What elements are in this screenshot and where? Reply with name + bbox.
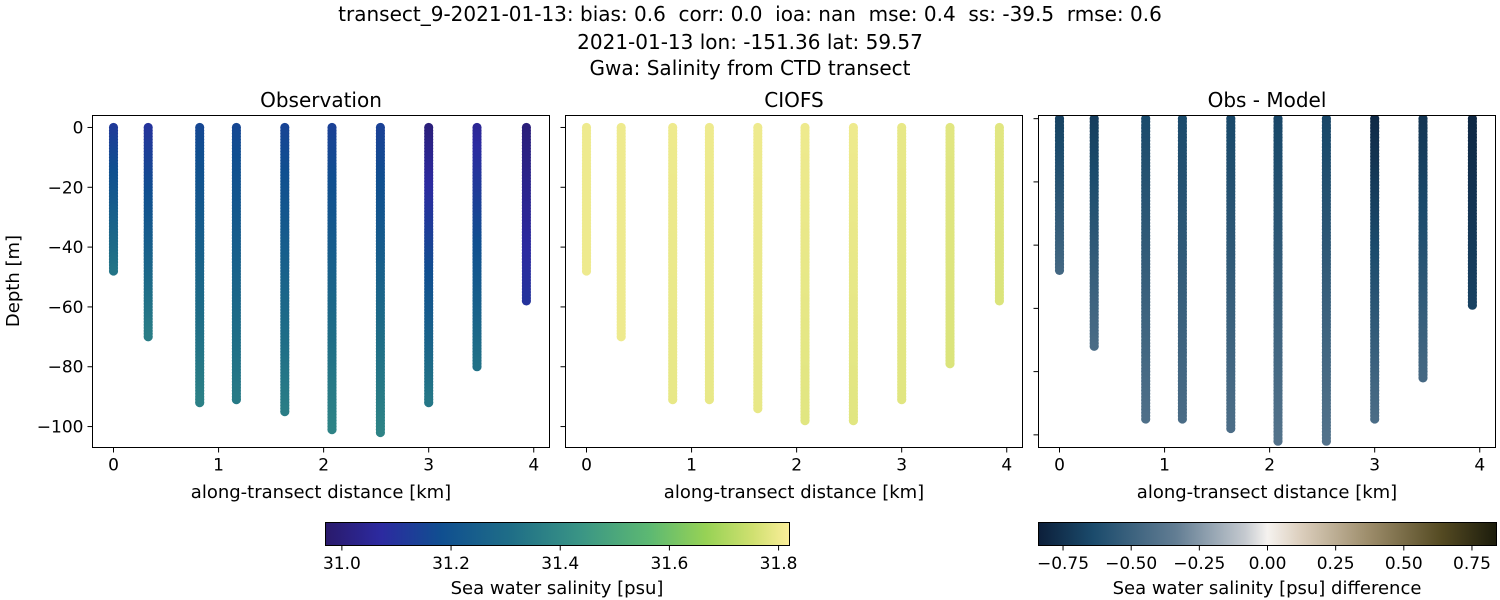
x-tick-label: 3: [423, 456, 434, 476]
axes-frame-observation: [92, 115, 550, 448]
data-point: [1089, 341, 1099, 351]
data-point: [327, 425, 337, 435]
x-tick-label: 1: [686, 456, 697, 476]
panel-title-observation: Observation: [260, 88, 382, 112]
data-point: [848, 416, 859, 426]
colorbar-tick-label: 31.8: [760, 554, 798, 574]
data-point: [581, 266, 592, 276]
x-tick-label: 4: [1001, 456, 1012, 476]
y-tick-label: 0: [73, 118, 84, 138]
colorbar-tick-label: 31.4: [541, 554, 579, 574]
data-point: [800, 416, 810, 426]
colorbar-difference: −0.75 −0.50 −0.25 0.00 0.25 0.50 0.75 Sea wate…: [1037, 522, 1497, 599]
colorbar-tick-label: 0.00: [1249, 554, 1287, 574]
data-point: [280, 407, 290, 417]
data-point: [1321, 436, 1331, 446]
y-axis-label: Depth [m]: [3, 235, 24, 327]
observation-scatter: [108, 122, 532, 438]
x-axis-label-observation: along-transect distance [km]: [191, 482, 451, 503]
y-tick-label: −60: [48, 298, 84, 318]
colorbar-salinity-gradient: [325, 522, 790, 546]
colorbar-tick-label: 0.75: [1453, 554, 1491, 574]
data-point: [1141, 414, 1151, 424]
data-point: [753, 404, 763, 414]
data-point: [1054, 265, 1065, 275]
panel-ciofs: CIOFS 0 1 2 3 4 along-transect distance [km]: [560, 88, 1023, 503]
colorbar-tick-label: 31.2: [432, 554, 470, 574]
data-point: [945, 359, 955, 369]
data-point: [704, 395, 715, 405]
colorbar-tick-label: −0.25: [1173, 554, 1225, 574]
ciofs-scatter: [581, 122, 1005, 426]
colorbar-tick-label: 0.50: [1385, 554, 1423, 574]
data-point: [424, 398, 434, 408]
x-tick-label: 4: [1474, 456, 1485, 476]
colorbar-tick-label: 0.25: [1317, 554, 1355, 574]
colorbar-tick-label: 31.6: [650, 554, 688, 574]
figure-title-line-3: Gwa: Salinity from CTD transect: [589, 56, 911, 80]
x-axis-label-obs-minus-model: along-transect distance [km]: [1137, 482, 1397, 503]
colorbar-tick-label: −0.75: [1037, 554, 1089, 574]
panel-obs-minus-model: Obs - Model 0 1 2 3 4 along-transect distanc…: [1033, 88, 1496, 503]
panel-observation: Observation 0 1 2 3 4 0 −20 −40 −60 −80 −100 alon…: [3, 88, 550, 503]
y-ticks-ciofs: [560, 126, 566, 428]
colorbar-tick-label: −0.50: [1105, 554, 1157, 574]
x-ticks-observation: 0 1 2 3 4: [108, 447, 539, 476]
y-tick-label: −40: [48, 238, 84, 258]
colorbar-tick-label: 31.0: [323, 554, 361, 574]
colorbar-salinity: 31.0 31.2 31.4 31.6 31.8 Sea water salinity …: [323, 522, 798, 599]
colorbar-difference-gradient: [1038, 522, 1497, 546]
x-ticks-obs-minus-model: 0 1 2 3 4: [1054, 447, 1485, 476]
data-point: [521, 296, 532, 306]
colorbar-salinity-label: Sea water salinity [psu]: [451, 578, 664, 599]
data-point: [897, 395, 907, 405]
y-tick-label: −20: [48, 178, 84, 198]
data-point: [1467, 300, 1477, 310]
data-point: [668, 395, 678, 405]
panel-title-obs-minus-model: Obs - Model: [1208, 88, 1327, 112]
data-point: [994, 296, 1005, 306]
colorbar-difference-ticks: −0.75 −0.50 −0.25 0.00 0.25 0.50 0.75: [1037, 545, 1491, 574]
x-tick-label: 1: [1159, 456, 1170, 476]
x-tick-label: 2: [318, 456, 329, 476]
x-tick-label: 0: [108, 456, 119, 476]
figure-title-line-1: transect_9-2021-01-13: bias: 0.6 corr: 0…: [338, 2, 1162, 26]
x-tick-label: 3: [896, 456, 907, 476]
data-point: [195, 398, 205, 408]
figure-title-line-2: 2021-01-13 lon: -151.36 lat: 59.57: [577, 30, 923, 54]
data-point: [375, 427, 385, 438]
panel-title-ciofs: CIOFS: [764, 88, 823, 112]
x-tick-label: 2: [1264, 456, 1275, 476]
data-point: [108, 266, 119, 276]
axes-frame-ciofs: [565, 115, 1023, 448]
data-point: [616, 332, 626, 342]
y-tick-label: −80: [48, 358, 84, 378]
x-tick-label: 0: [581, 456, 592, 476]
data-point: [1177, 414, 1187, 424]
colorbar-salinity-ticks: 31.0 31.2 31.4 31.6 31.8: [323, 545, 798, 574]
data-point: [143, 332, 153, 342]
data-point: [1370, 414, 1380, 424]
x-tick-label: 0: [1054, 456, 1065, 476]
axes-frame-obs-minus-model: [1038, 115, 1496, 448]
colorbar-difference-label: Sea water salinity [psu] difference: [1113, 578, 1422, 599]
x-tick-label: 2: [791, 456, 802, 476]
difference-scatter: [1054, 115, 1477, 446]
x-axis-label-ciofs: along-transect distance [km]: [664, 482, 924, 503]
data-point: [231, 395, 241, 405]
data-point: [472, 362, 482, 372]
y-tick-label: −100: [37, 418, 84, 438]
x-tick-label: 3: [1369, 456, 1380, 476]
x-tick-label: 1: [213, 456, 224, 476]
y-ticks-obs-minus-model: [1033, 118, 1039, 436]
y-ticks-observation: 0 −20 −40 −60 −80 −100: [37, 118, 93, 438]
x-tick-label: 4: [528, 456, 539, 476]
data-point: [1418, 373, 1428, 383]
data-point: [1226, 423, 1236, 434]
x-ticks-ciofs: 0 1 2 3 4: [581, 447, 1012, 476]
data-point: [1273, 436, 1283, 446]
